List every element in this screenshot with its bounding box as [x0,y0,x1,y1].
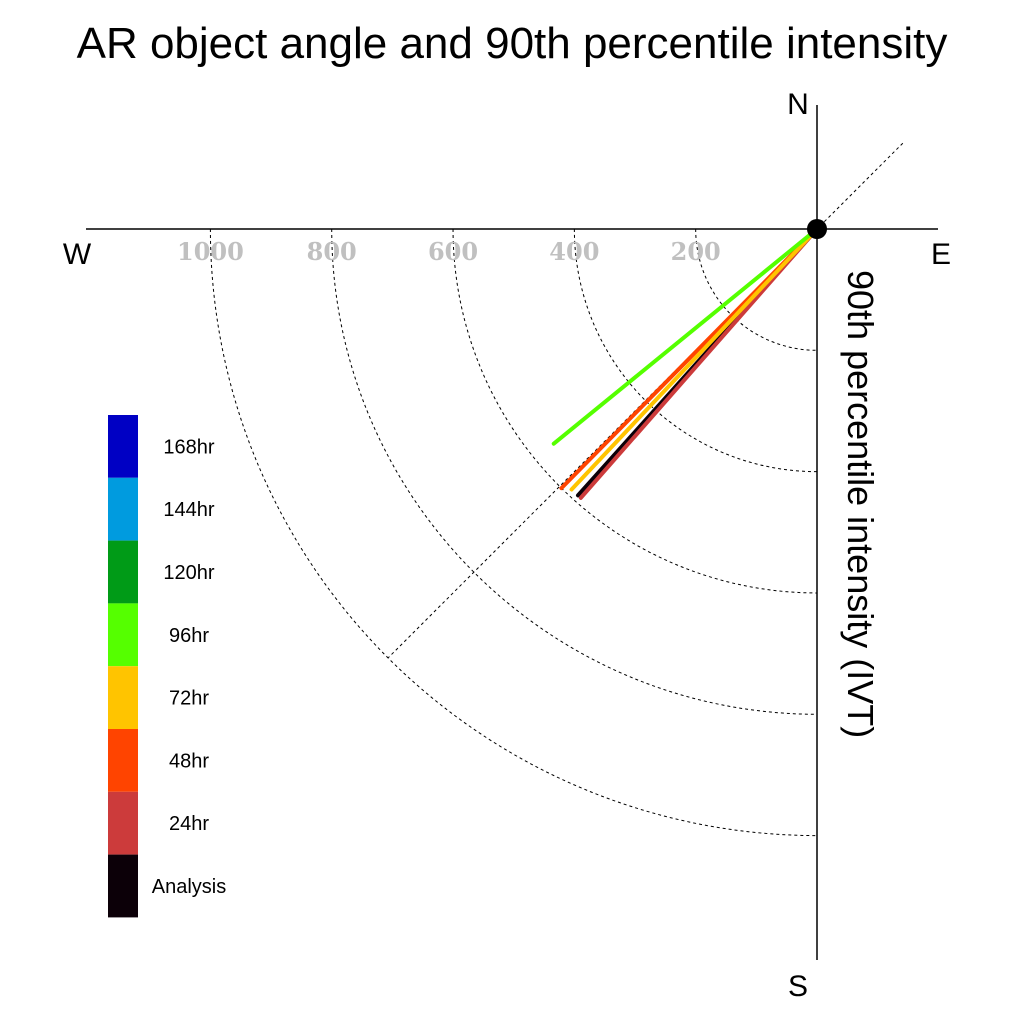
compass-north: N [787,88,809,121]
tick-label-800: 800 [307,237,357,266]
tick-label-1000: 1000 [177,237,244,266]
legend-swatch-168hr [108,415,138,478]
tick-label-400: 400 [549,237,599,266]
legend-swatch-96hr [108,603,138,667]
legend-label-24hr: 24hr [169,813,209,835]
legend-label-168hr: 168hr [163,436,214,458]
legend-swatch-48hr [108,729,138,792]
legend-label-96hr: 96hr [169,625,209,647]
legend: 168hr 144hr 120hr 96hr 72hr 48hr 24hr Analysis [108,415,226,918]
compass-west: W [63,238,92,271]
legend-label-analysis: Analysis [152,876,226,898]
origin-marker [807,219,827,239]
grid-ring-400 [573,228,818,473]
grid-ring-600 [452,228,818,594]
legend-label-144hr: 144hr [163,499,214,521]
radial-axis-label: 90th percentile intensity (IVT) [840,270,881,738]
legend-label-72hr: 72hr [169,688,209,710]
compass-east: E [931,238,951,271]
series-line-24hr [578,227,819,500]
legend-swatch-144hr [108,477,138,541]
grid-ring-800 [331,228,818,715]
compass-south: S [788,970,808,1003]
legend-swatch-72hr [108,666,138,729]
tick-label-200: 200 [671,237,721,266]
legend-swatch-analysis [108,854,138,918]
legend-label-48hr: 48hr [169,750,209,772]
series-line-72hr [569,227,819,492]
grid-ring-200 [695,228,818,351]
tick-label-600: 600 [428,237,478,266]
series-lines [551,227,819,500]
legend-swatch-120hr [108,540,138,604]
legend-label-120hr: 120hr [163,562,214,584]
series-line-96hr [551,227,819,446]
chart-title: AR object angle and 90th percentile inte… [77,19,948,68]
legend-swatch-24hr [108,791,138,855]
axes: N S E W [63,88,951,1003]
radial-tick-labels: 200 400 600 800 1000 [177,237,721,266]
